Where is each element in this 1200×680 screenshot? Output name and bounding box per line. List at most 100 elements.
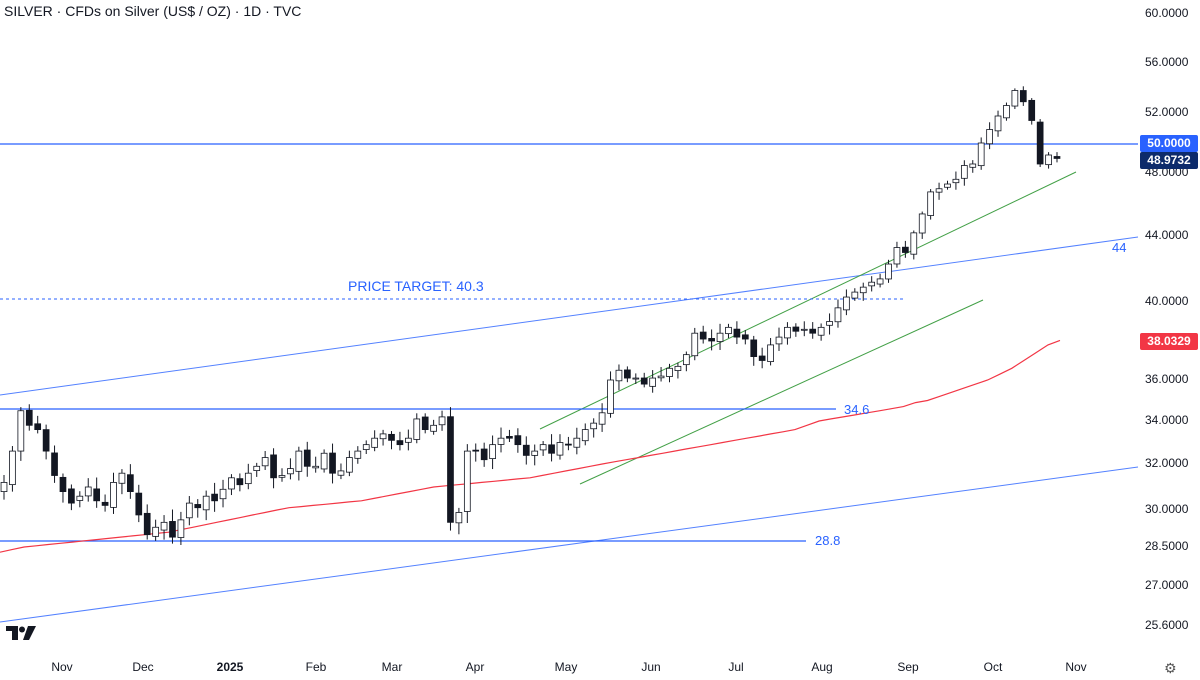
candle-body	[952, 178, 960, 184]
candle	[93, 477, 101, 508]
settings-gear-icon[interactable]: ⚙	[1164, 660, 1177, 676]
candle-body	[918, 213, 926, 234]
candle-body	[59, 476, 67, 492]
x-tick-label: Apr	[465, 660, 485, 674]
candle	[101, 494, 109, 512]
candle	[396, 431, 404, 451]
level-label-34-6: 34.6	[844, 402, 870, 417]
candle	[261, 451, 269, 470]
y-tick-label: 40.0000	[1145, 294, 1189, 308]
candle	[278, 468, 286, 482]
horizontal-levels	[0, 143, 1138, 542]
candle	[792, 323, 800, 337]
candle-body	[539, 444, 547, 451]
candle-body	[295, 450, 303, 472]
candle	[607, 371, 614, 418]
candle-body	[556, 442, 564, 456]
lower-long-trendline	[0, 466, 1139, 623]
candle	[169, 509, 176, 544]
candle-body	[809, 328, 817, 334]
candle	[379, 429, 387, 446]
candle-body	[127, 474, 134, 492]
candle-body	[25, 409, 33, 426]
candle	[624, 366, 631, 383]
candle	[876, 273, 884, 288]
candle-body	[405, 437, 412, 443]
candle	[767, 337, 774, 366]
candle-body	[160, 521, 168, 531]
candle-body	[640, 377, 648, 385]
candle-body	[944, 183, 951, 188]
candle-body	[219, 488, 227, 500]
ma-value-badge: 38.0329	[1140, 333, 1198, 350]
candle	[910, 230, 918, 260]
candle-body	[750, 339, 758, 357]
y-tick-label: 56.0000	[1145, 55, 1189, 69]
candle-body	[118, 472, 126, 484]
candle-body	[152, 526, 159, 537]
candle-body	[1003, 105, 1010, 119]
candle	[1053, 152, 1061, 163]
candle	[371, 430, 379, 452]
candle-body	[84, 486, 92, 497]
candle-body	[312, 465, 320, 469]
candle	[118, 469, 126, 495]
candle	[17, 407, 25, 461]
candle	[666, 363, 673, 383]
candle-body	[826, 321, 833, 326]
candle-body	[699, 331, 707, 340]
candle-body	[859, 286, 867, 294]
candle	[202, 490, 210, 521]
candle	[615, 364, 623, 391]
candle	[556, 434, 564, 460]
candle	[42, 424, 50, 460]
candle-body	[472, 449, 480, 452]
candle	[76, 491, 84, 508]
candle-body	[1053, 156, 1061, 159]
candle-body	[598, 412, 606, 425]
candle	[303, 441, 311, 477]
candle-body	[244, 472, 252, 485]
candle-body	[817, 326, 825, 336]
candle	[691, 327, 699, 361]
candle	[927, 189, 934, 220]
candle-body	[725, 326, 732, 335]
candle-body	[657, 375, 665, 379]
candle	[699, 325, 707, 344]
candle-body	[851, 291, 859, 299]
candle-body	[202, 495, 210, 511]
candle	[590, 418, 598, 438]
candle-body	[632, 377, 640, 380]
candle-body	[329, 452, 336, 474]
candle	[834, 299, 842, 328]
level-price-badge: 50.0000	[1140, 135, 1198, 152]
candle	[775, 327, 783, 351]
candle	[716, 323, 724, 350]
candle	[194, 499, 202, 518]
candle	[531, 444, 539, 466]
candle	[674, 362, 682, 379]
candle	[127, 464, 134, 499]
y-tick-label: 52.0000	[1145, 105, 1189, 119]
candle-body	[303, 449, 311, 467]
ma-200-line	[0, 339, 1061, 553]
candle-body	[480, 448, 488, 461]
candle-body	[93, 488, 101, 502]
candle	[211, 482, 218, 512]
candle	[455, 507, 463, 535]
candle-body	[522, 444, 530, 456]
candle-body	[278, 475, 286, 478]
candle-body	[876, 278, 884, 285]
candle-body	[236, 478, 244, 486]
candle	[362, 440, 370, 455]
candle-body	[800, 328, 808, 331]
candle	[346, 450, 353, 477]
candle	[960, 160, 968, 186]
candle-body	[649, 377, 656, 387]
candle-body	[733, 328, 741, 338]
candle-body	[514, 435, 522, 446]
candle-body	[270, 454, 277, 479]
candle	[320, 449, 328, 473]
candle	[329, 443, 336, 484]
